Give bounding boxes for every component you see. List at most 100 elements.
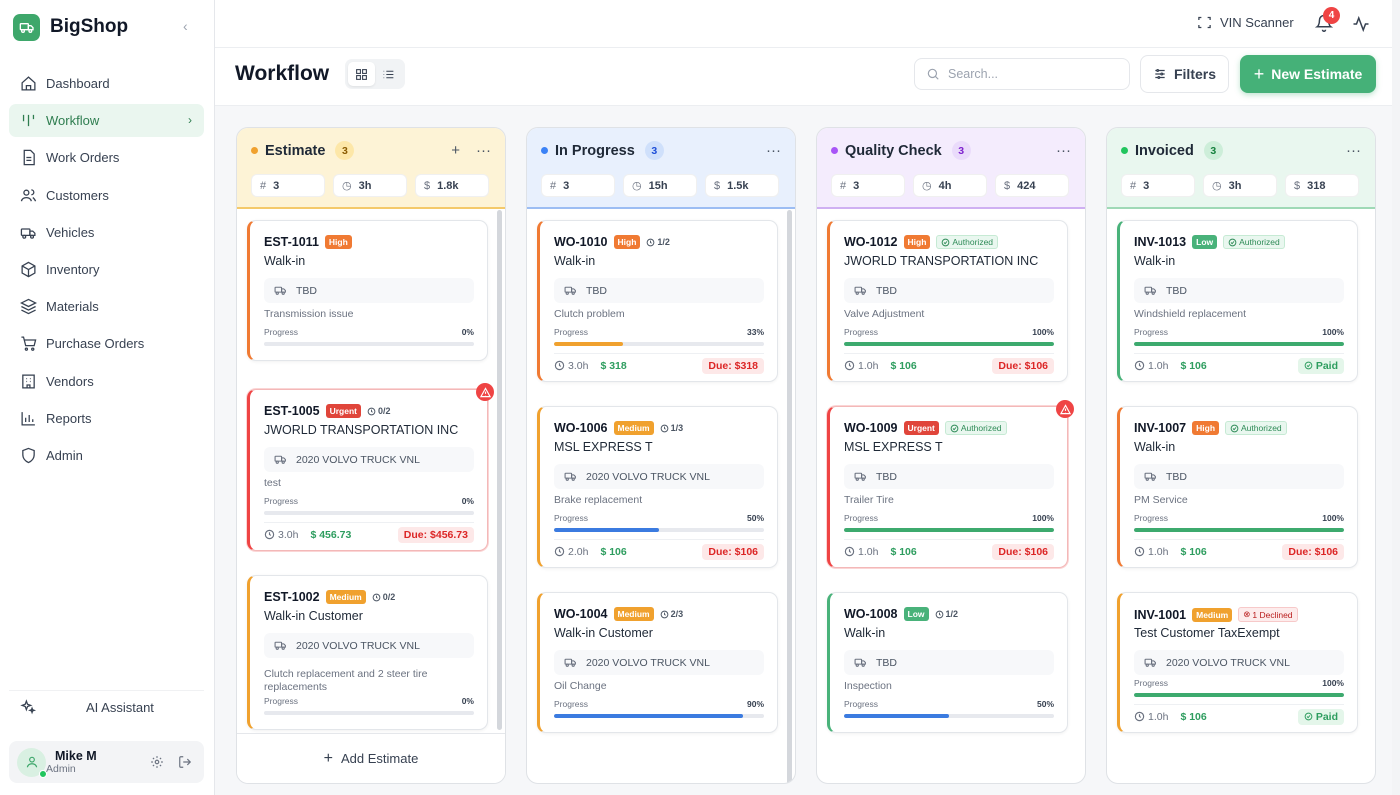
work-card[interactable]: WO-1009 Urgent Authorized MSL EXPRESS T TB…	[827, 400, 1074, 568]
sidebar-item-workflow[interactable]: Workflow ›	[9, 104, 204, 138]
job-description: Valve Adjustment	[844, 308, 925, 320]
column-header: In Progress 3 ··· #3 ◷ 15h $1.5k	[527, 128, 795, 209]
column-in-progress: In Progress 3 ··· #3 ◷ 15h $1.5k WO-1010 H…	[526, 127, 796, 784]
more-options-icon[interactable]: ···	[1346, 142, 1361, 159]
amount: $ 106	[1180, 710, 1207, 723]
sidebar-item-work-orders[interactable]: Work Orders	[9, 141, 204, 174]
avatar[interactable]	[17, 747, 47, 778]
truck-icon	[1144, 658, 1156, 667]
card-id: WO-1009	[844, 421, 898, 435]
hash-icon: #	[550, 179, 557, 192]
card-header: WO-1009 Urgent Authorized	[844, 421, 1007, 435]
truck-icon	[564, 658, 576, 667]
sidebar-item-customers[interactable]: Customers	[9, 179, 204, 212]
work-card[interactable]: WO-1004 Medium 2/3 Walk-in Customer 2020 V…	[537, 592, 778, 733]
sidebar-item-admin[interactable]: Admin	[9, 439, 204, 472]
work-card[interactable]: EST-1005 Urgent 0/2 JWORLD TRANSPORTATION …	[247, 383, 494, 551]
card-header: WO-1004 Medium 2/3	[554, 607, 683, 621]
online-status-dot	[39, 769, 47, 778]
ai-assistant-label: AI Assistant	[86, 699, 154, 715]
vehicle-label: TBD	[586, 284, 607, 297]
list-view-button[interactable]	[375, 62, 402, 86]
clock-icon: ◷	[922, 180, 932, 192]
authorized-label: Authorized	[1241, 423, 1282, 433]
sidebar-item-dashboard[interactable]: Dashboard	[9, 67, 204, 100]
due-badge: Due: $106	[1282, 543, 1344, 560]
hours-value: 1.0h	[858, 545, 879, 558]
stat-count: 3	[563, 179, 570, 192]
more-options-icon[interactable]: ···	[766, 142, 781, 159]
column-count-badge: 3	[335, 141, 355, 160]
task-progress: 0/2	[372, 592, 395, 602]
sidebar-item-inventory[interactable]: Inventory	[9, 253, 204, 286]
check-circle-icon	[942, 238, 950, 246]
work-card[interactable]: INV-1007 High Authorized Walk-in TBD PM Se…	[1117, 406, 1358, 568]
vin-scanner-button[interactable]: VIN Scanner	[1197, 15, 1294, 30]
activity-icon[interactable]	[1352, 15, 1370, 33]
work-card[interactable]: WO-1012 High Authorized JWORLD TRANSPORTAT…	[827, 220, 1068, 382]
check-circle-icon	[950, 424, 959, 432]
ai-assistant-button[interactable]: AI Assistant	[9, 690, 204, 723]
column-status-dot	[251, 147, 258, 154]
more-options-icon[interactable]: ···	[1056, 142, 1071, 159]
brand[interactable]: BigShop	[13, 13, 128, 41]
priority-badge: High	[1192, 421, 1220, 435]
progress-fill	[554, 342, 624, 346]
truck-icon	[274, 286, 286, 295]
job-description: Windshield replacement	[1134, 308, 1247, 320]
add-card-icon[interactable]: +	[451, 142, 460, 159]
grid-view-button[interactable]	[348, 62, 375, 86]
check-circle-icon	[1304, 361, 1313, 370]
notification-count-badge: 4	[1323, 7, 1340, 24]
sidebar-item-vendors[interactable]: Vendors	[9, 365, 204, 398]
user-name: Mike M	[55, 749, 97, 763]
truck-icon	[20, 228, 36, 239]
column-title: Quality Check	[845, 142, 942, 159]
check-circle-icon	[1230, 424, 1239, 432]
progress-fill	[1134, 693, 1344, 697]
progress-percent: 100%	[1322, 678, 1344, 688]
work-card[interactable]: EST-1002 Medium 0/2 Walk-in Customer 2020 …	[247, 575, 488, 730]
work-card[interactable]: WO-1010 High 1/2 Walk-in TBD Clutch proble…	[537, 220, 778, 382]
page-scrollbar[interactable]	[1392, 0, 1400, 795]
sidebar-item-materials[interactable]: Materials	[9, 290, 204, 323]
add-estimate-button[interactable]: + Add Estimate	[237, 733, 505, 783]
work-card[interactable]: EST-1011 High Walk-in TBD Transmission is…	[247, 220, 488, 361]
work-card[interactable]: WO-1006 Medium 1/3 MSL EXPRESS T 2020 VOLV…	[537, 406, 778, 568]
user-role: Admin	[46, 763, 76, 775]
work-card[interactable]: INV-1001 Medium ⊗ 1 Declined Test Customer …	[1117, 592, 1358, 733]
more-options-icon[interactable]: ···	[476, 142, 491, 159]
customer-name: Walk-in	[554, 254, 596, 268]
new-estimate-button[interactable]: + New Estimate	[1240, 55, 1376, 93]
sidebar-item-purchase-orders[interactable]: Purchase Orders	[9, 327, 204, 360]
collapse-sidebar-icon[interactable]: ‹	[183, 18, 188, 34]
sidebar-item-reports[interactable]: Reports	[9, 402, 204, 435]
column-scrollbar[interactable]	[787, 210, 792, 783]
progress-label-row: Progress 33%	[554, 327, 764, 337]
card-list: EST-1011 High Walk-in TBD Transmission is…	[237, 210, 505, 783]
settings-gear-icon[interactable]	[150, 755, 164, 769]
hours-stat: ◷ 3h	[333, 174, 407, 197]
filters-button[interactable]: Filters	[1140, 55, 1229, 93]
column-status-dot	[541, 147, 548, 154]
progress-fill	[1134, 342, 1344, 346]
task-count: 1/2	[657, 237, 670, 247]
column-quality-check: Quality Check 3 ··· #3 ◷ 4h $424 WO-1012 H…	[816, 127, 1086, 784]
work-card[interactable]: INV-1013 Low Authorized Walk-in TBD Windsh…	[1117, 220, 1358, 382]
column-count-badge: 3	[951, 141, 971, 160]
stat-hours: 3h	[358, 179, 372, 192]
search-input[interactable]	[948, 67, 1118, 81]
logout-icon[interactable]	[178, 755, 192, 769]
card-footer: 2.0h $ 106 Due: $106	[554, 539, 764, 563]
hours-value: 2.0h	[568, 545, 589, 558]
card-header: WO-1010 High 1/2	[554, 235, 670, 249]
cart-icon	[21, 336, 37, 352]
card-list: INV-1013 Low Authorized Walk-in TBD Windsh…	[1107, 210, 1375, 783]
sidebar-item-vehicles[interactable]: Vehicles	[9, 216, 204, 249]
due-badge: Due: $456.73	[397, 526, 474, 543]
progress-label-row: Progress 100%	[844, 513, 1054, 523]
work-card[interactable]: WO-1008 Low 1/2 Walk-in TBD Inspection Pro…	[827, 592, 1068, 733]
count-stat: #3	[1121, 174, 1195, 197]
column-scrollbar[interactable]	[497, 210, 502, 730]
authorized-label: Authorized	[1239, 237, 1280, 247]
